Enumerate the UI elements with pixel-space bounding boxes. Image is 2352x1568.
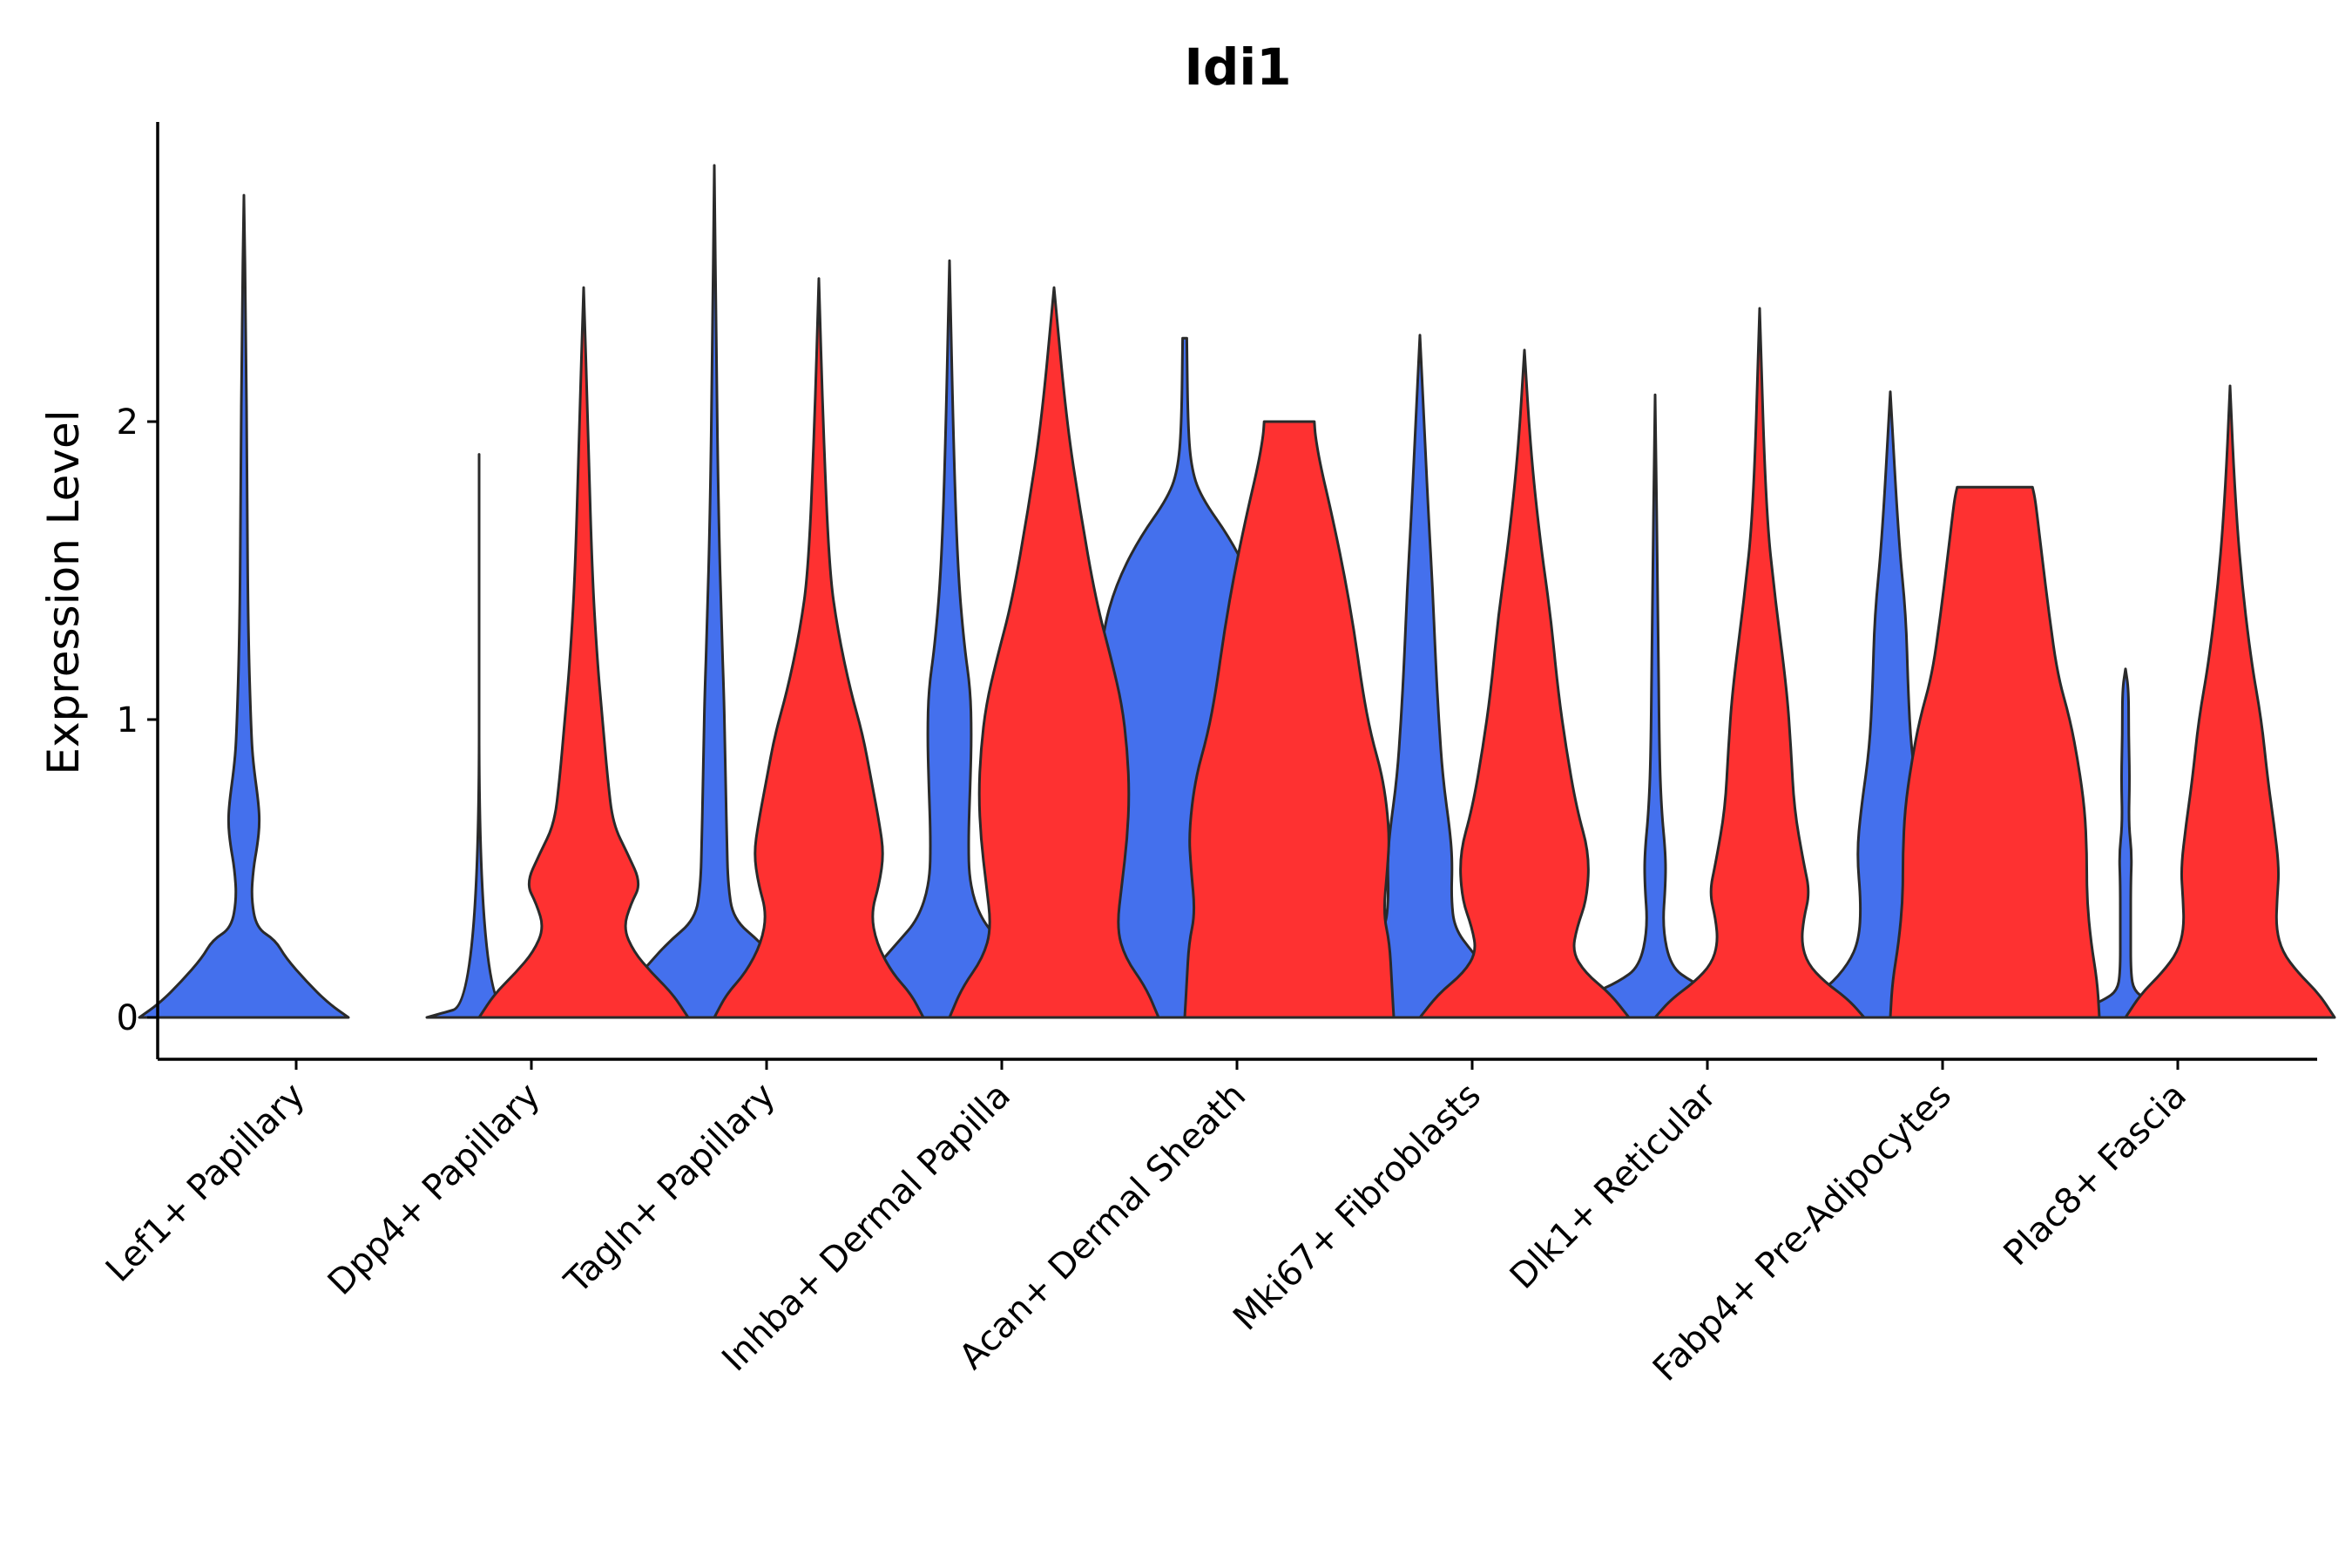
- violin-group-2-7: [1889, 485, 2101, 1019]
- x-tick-label: Dpp4+ Papillary: [321, 1076, 548, 1303]
- x-tick-label: Dlk1+ Reticular: [1503, 1075, 1725, 1297]
- violin-group-2-6: [1653, 307, 1866, 1019]
- x-tick-label: Mki67+ Fibroblasts: [1226, 1076, 1489, 1339]
- violin-group-1-8: [2066, 667, 2185, 1019]
- violin-group-2-8: [2124, 384, 2336, 1019]
- violin-group-2-1: [477, 286, 690, 1019]
- violin-layer: [138, 164, 2336, 1019]
- violin-group-1-0: [138, 193, 350, 1019]
- y-axis-label: Expression Level: [38, 409, 89, 774]
- y-tick-label: 1: [117, 700, 139, 740]
- violin-group-2-4: [1183, 420, 1396, 1019]
- violin-group-1-1: [425, 453, 533, 1019]
- violin-group-1-6: [1549, 393, 1761, 1019]
- violin-group-1-5: [1314, 334, 1526, 1019]
- violin-group-1-2: [608, 164, 821, 1019]
- violin-group-2-3: [948, 286, 1160, 1019]
- x-tick-label: Tagln+ Papillary: [557, 1076, 783, 1302]
- y-tick-label: 0: [117, 998, 139, 1038]
- violin-group-2-5: [1418, 348, 1631, 1019]
- y-tick-label: 2: [117, 402, 139, 443]
- x-tick-label: Plac8+ Fascia: [1997, 1076, 2195, 1274]
- x-tick-label: Lef1+ Papillary: [98, 1076, 313, 1290]
- chart-title: Idi1: [1184, 37, 1291, 97]
- violin-group-2-2: [713, 277, 925, 1019]
- violin-group-1-3: [843, 259, 1056, 1019]
